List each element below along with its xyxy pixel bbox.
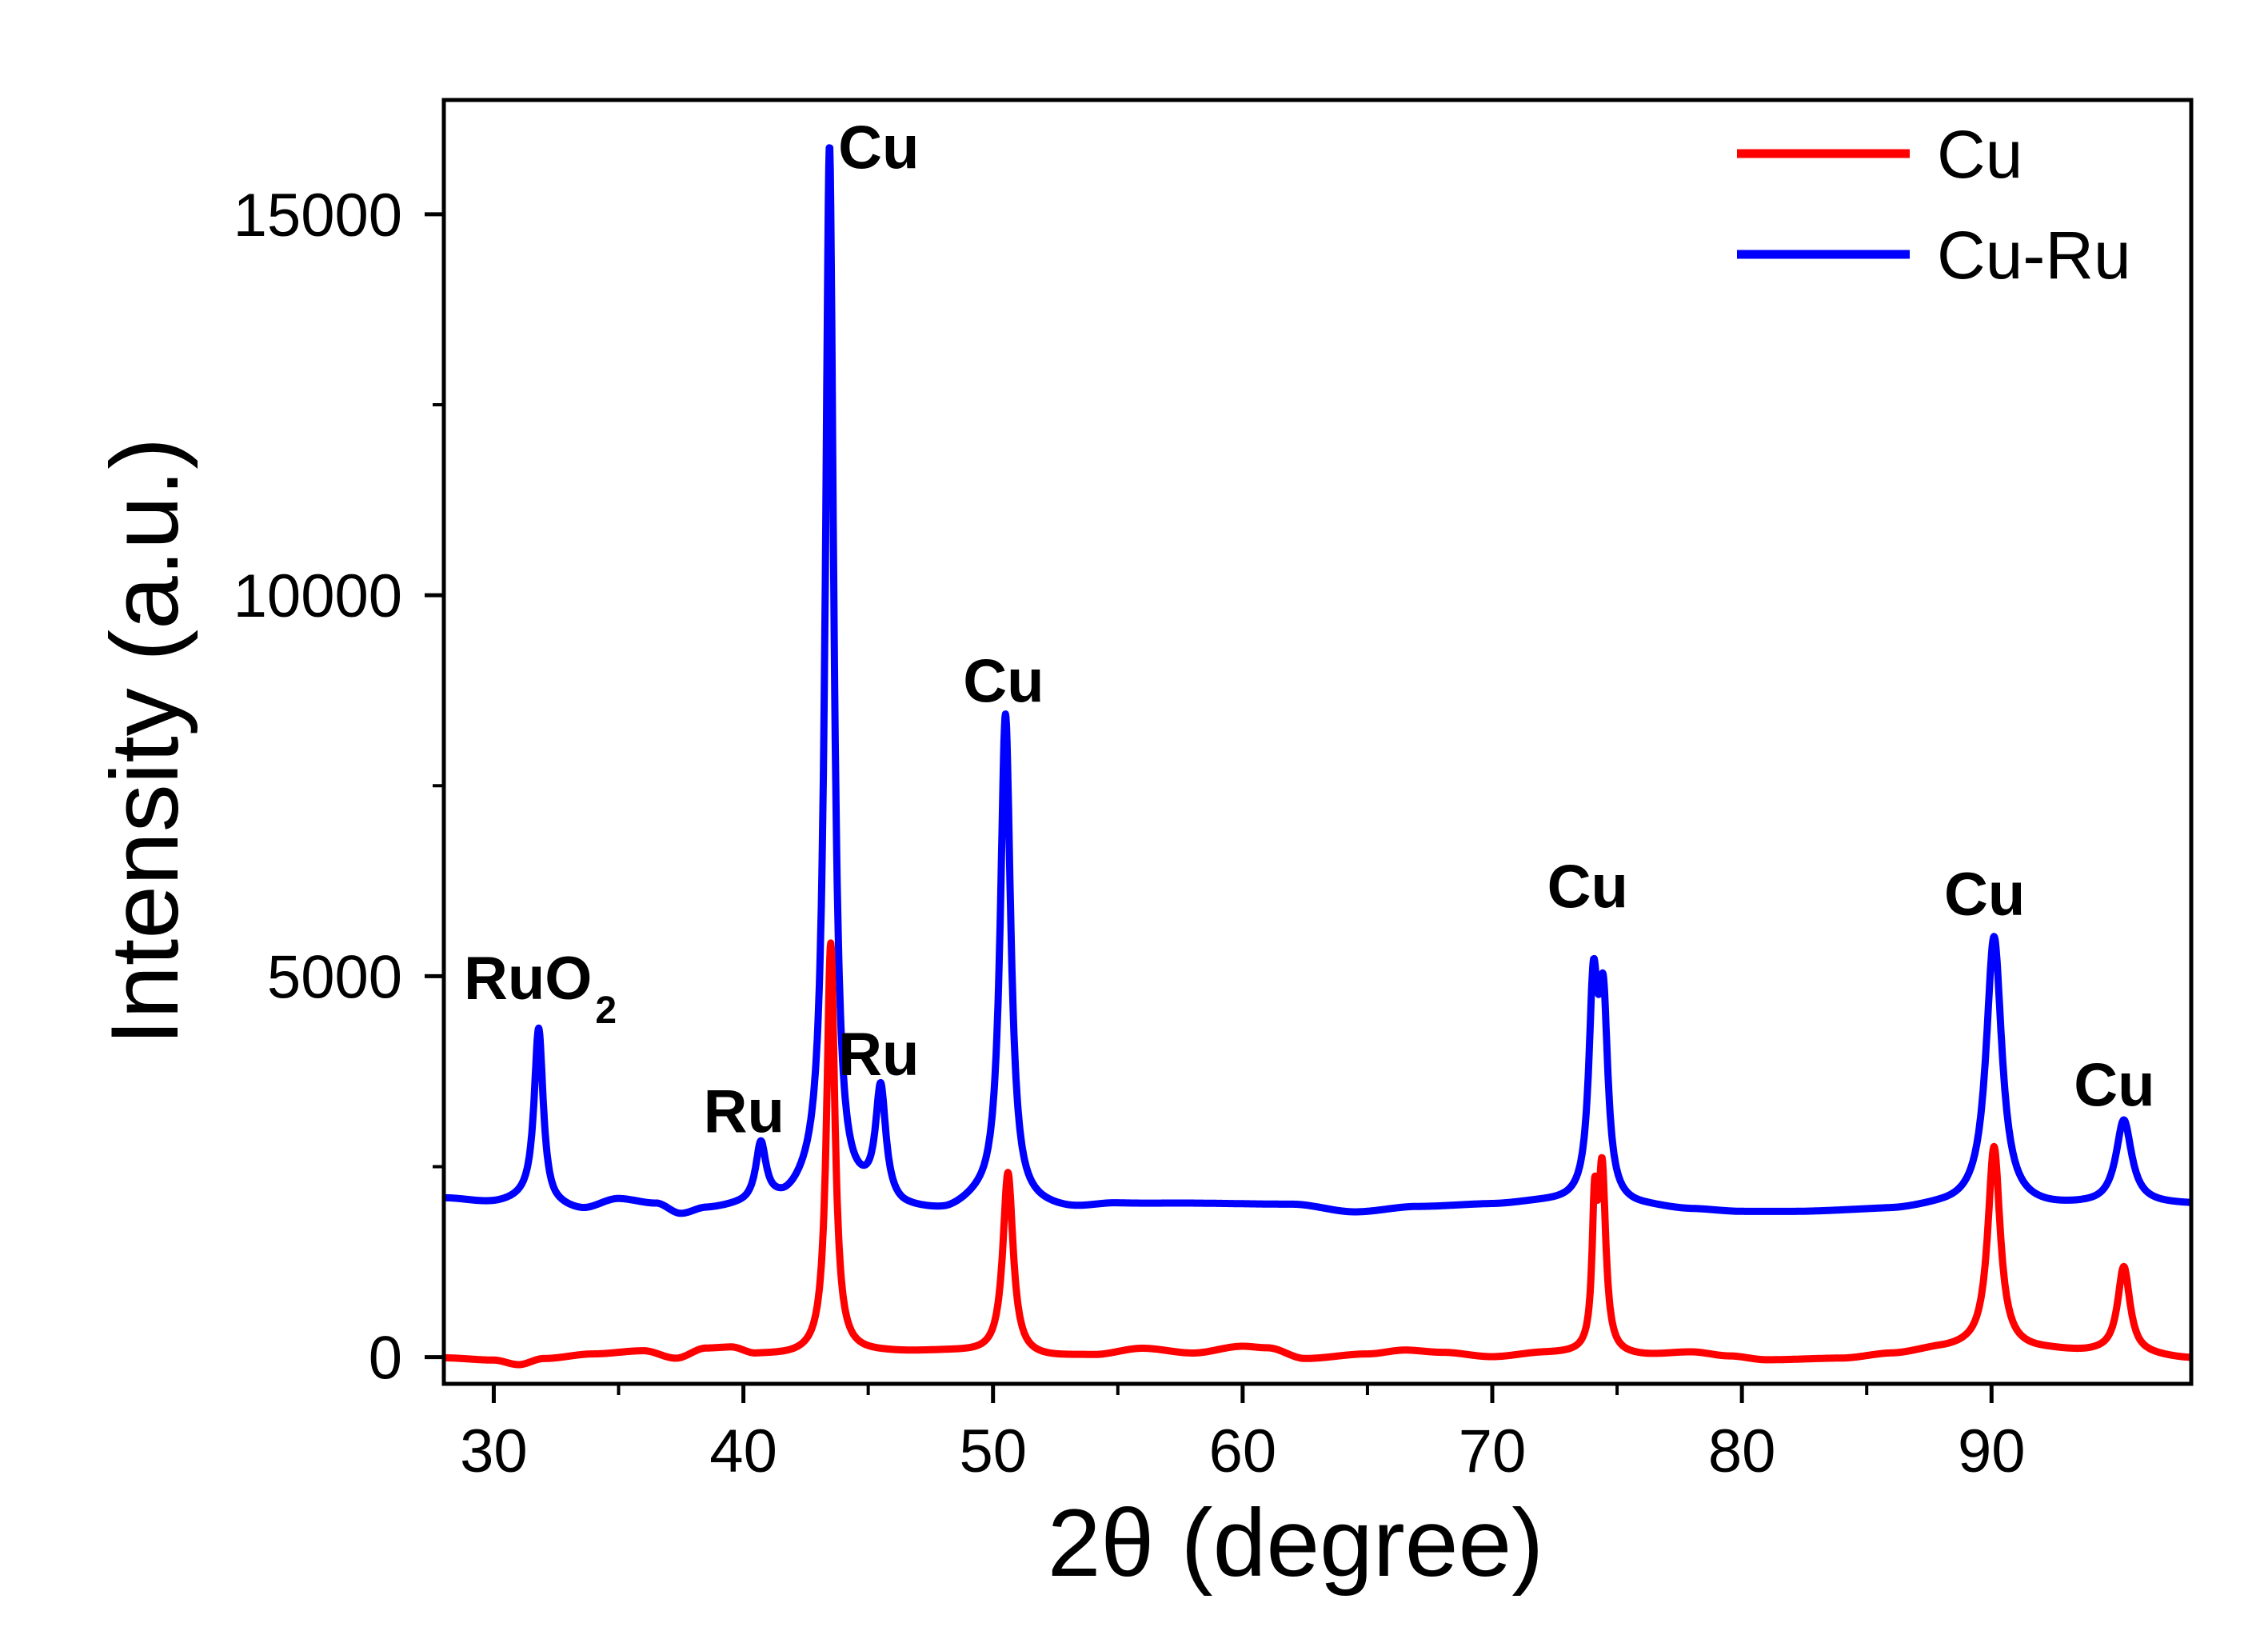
x-tick-label: 30 [460, 1417, 528, 1485]
peak-label-cu-5: Cu [2074, 1051, 2154, 1119]
plot-frame [441, 98, 2194, 1386]
x-axis: 30 40 50 60 70 80 90 [460, 1384, 2026, 1485]
x-tick-label: 40 [709, 1417, 777, 1485]
y-tick-label: 5000 [267, 943, 402, 1011]
legend: Cu Cu-Ru [1737, 117, 2131, 293]
y-tick-label: 0 [369, 1325, 402, 1393]
peak-label-cu-1: Cu [838, 114, 919, 182]
y-axis: 0 5000 10000 15000 [234, 182, 444, 1393]
x-tick-label: 50 [959, 1417, 1027, 1485]
x-axis-title: 2θ (degree) [1048, 1489, 1543, 1597]
series-line-cu [444, 939, 2191, 1369]
y-axis-title: Intensity (a.u.) [91, 438, 198, 1045]
x-tick-label: 80 [1708, 1417, 1776, 1485]
peak-label-ru-1: Ru [704, 1078, 785, 1146]
peak-label-cu-4: Cu [1944, 861, 2025, 929]
peak-label-cu-2: Cu [963, 647, 1044, 715]
peak-label-cu-3: Cu [1547, 853, 1628, 921]
peak-label-ru-2: Ru [838, 1021, 919, 1089]
peak-label-ruo2: RuO2 [464, 945, 617, 1032]
legend-label-cu: Cu [1937, 117, 2022, 192]
series-line-cu-ru [444, 144, 2191, 1217]
x-tick-label: 90 [1958, 1417, 2026, 1485]
y-tick-label: 10000 [234, 562, 402, 630]
annotations: RuO2 Ru Cu Ru Cu Cu Cu Cu [464, 114, 2155, 1146]
series-group [444, 144, 2191, 1369]
x-tick-label: 70 [1459, 1417, 1527, 1485]
legend-label-cu-ru: Cu-Ru [1937, 218, 2131, 293]
x-tick-label: 60 [1209, 1417, 1277, 1485]
y-tick-label: 15000 [234, 182, 402, 250]
